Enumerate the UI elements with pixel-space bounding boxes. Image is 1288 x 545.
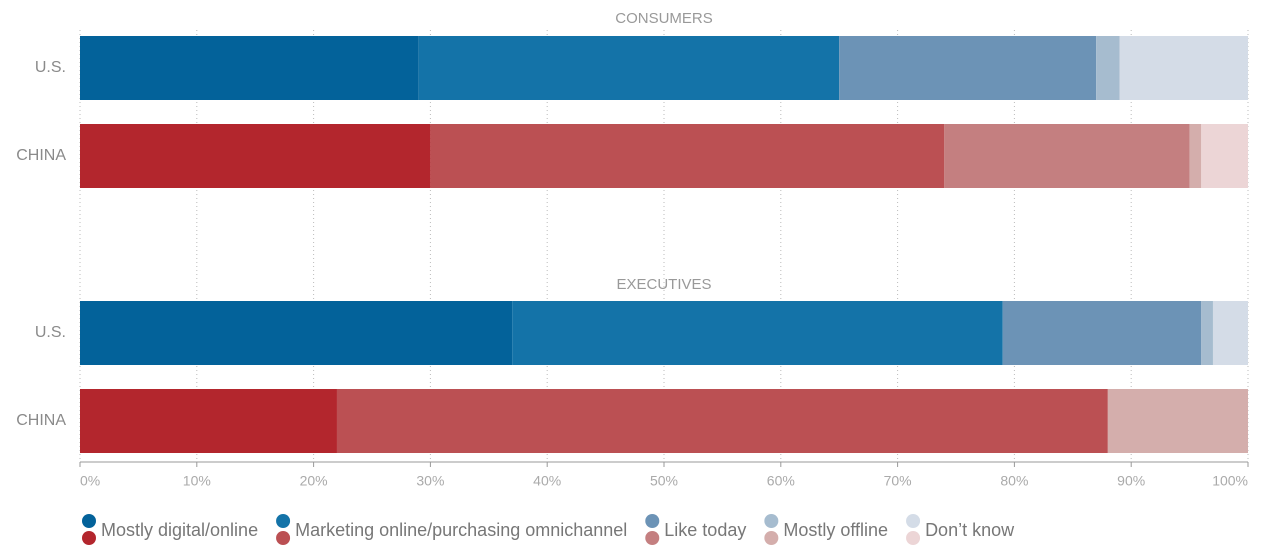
legend-swatch [82,531,96,545]
legend-swatch [906,514,921,528]
x-tick-label: 100% [1212,473,1248,489]
bar-segment [1212,301,1248,365]
legend-label: Don’t know [925,520,1015,540]
legend-label: Marketing online/purchasing omnichannel [295,520,627,540]
category-label: CHINA [16,147,66,164]
bar-segment [430,124,945,188]
bar-segment [1002,301,1202,365]
bar-segment [1107,389,1248,453]
category-label: U.S. [35,324,66,341]
legend-swatch [764,531,779,545]
x-tick-label: 40% [533,473,561,489]
legend-label: Mostly offline [783,520,888,540]
legend-label: Mostly digital/online [101,520,258,540]
legend-swatch [764,514,779,528]
bar-segment [80,389,337,453]
x-tick-label: 50% [650,473,678,489]
bar-segment [336,389,1108,453]
x-tick-label: 0% [80,473,100,489]
bar-segment [80,301,513,365]
legend-swatch [645,531,660,545]
legend-swatch [645,514,660,528]
panel-title: CONSUMERS [615,10,713,27]
bar-segment [1201,301,1213,365]
x-tick-label: 70% [884,473,912,489]
bar-segment [1201,124,1248,188]
x-tick-label: 80% [1000,473,1028,489]
bar-segment [1119,36,1248,100]
legend-swatch [82,514,96,528]
x-tick-label: 60% [767,473,795,489]
bar-segment [839,36,1097,100]
x-tick-label: 10% [183,473,211,489]
bar-segment [944,124,1190,188]
panel-title: EXECUTIVES [616,276,711,293]
category-label: CHINA [16,412,66,429]
bar-segment [80,36,419,100]
x-tick-label: 90% [1117,473,1145,489]
x-tick-label: 20% [300,473,328,489]
bar-segment [418,36,840,100]
legend-swatch [276,531,291,545]
bar-segment [80,124,431,188]
bar-segment [1096,36,1120,100]
x-tick-label: 30% [416,473,444,489]
legend-swatch [906,531,921,545]
legend-swatch [276,514,291,528]
bar-segment [1189,124,1202,188]
legend-label: Like today [664,520,746,540]
bar-segment [512,301,1003,365]
category-label: U.S. [35,59,66,76]
